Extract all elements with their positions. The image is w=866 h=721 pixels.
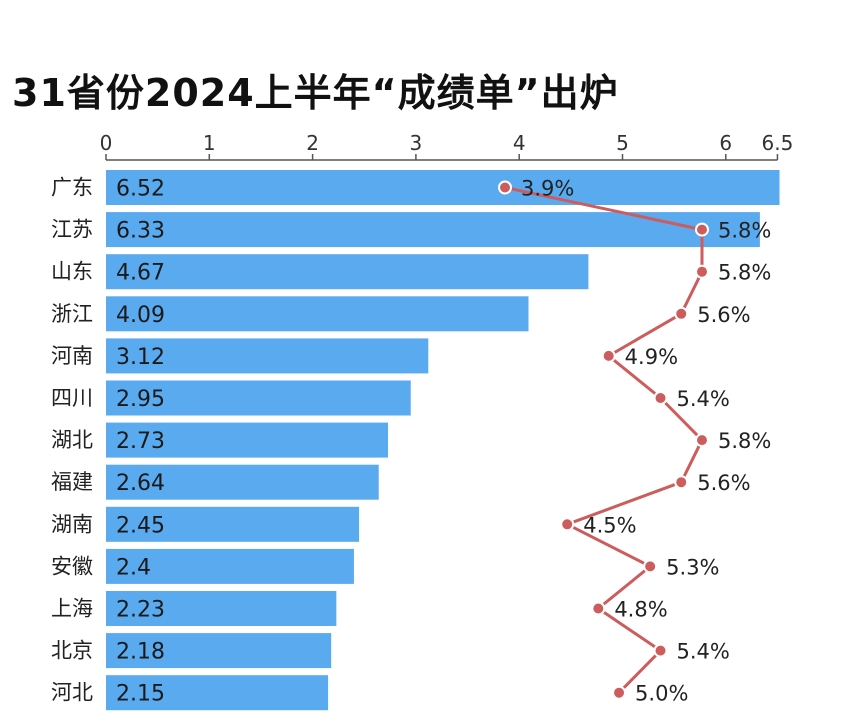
bar: [106, 212, 760, 248]
category-label: 四川: [51, 386, 93, 410]
category-label: 安徽: [51, 554, 93, 578]
growth-point: [653, 391, 668, 405]
bar-value-label: 2.15: [116, 682, 165, 707]
growth-line-group: 3.9% 5.8% 5.8% 5.6% 4.9% 5.4% 5.8% 5.6% 4.5% 5.3%…: [498, 177, 771, 706]
category-label: 浙江: [51, 302, 93, 326]
growth-label: 3.9%: [521, 177, 574, 201]
x-tick-label: 4: [513, 131, 526, 155]
x-tick-label: 6.5: [762, 131, 794, 155]
bar-value-label: 2.23: [116, 598, 165, 623]
growth-label: 5.4%: [677, 640, 730, 664]
bar-value-label: 2.18: [116, 640, 165, 665]
x-tick-label: 3: [410, 131, 423, 155]
growth-point: [695, 222, 709, 237]
growth-label: 5.8%: [718, 429, 771, 453]
bar-value-label: 6.33: [116, 219, 165, 244]
growth-label: 5.8%: [718, 219, 771, 243]
bar-value-label: 2.73: [116, 429, 165, 454]
bar: [106, 675, 329, 711]
category-label: 北京: [51, 639, 93, 663]
chart-title: 31省份2024上半年“成绩单”出炉: [12, 71, 619, 115]
x-tick-label: 5: [616, 131, 629, 155]
x-tick-label: 2: [306, 131, 319, 155]
growth-point: [560, 517, 575, 532]
growth-point: [601, 348, 616, 363]
growth-label: 5.6%: [697, 471, 750, 495]
growth-label: 5.3%: [666, 555, 719, 579]
growth-point: [653, 643, 668, 658]
category-label: 湖南: [51, 512, 93, 536]
bar: [106, 591, 337, 626]
growth-point: [674, 306, 689, 321]
category-label: 湖北: [51, 428, 93, 452]
bar: [106, 422, 389, 458]
growth-label: 5.0%: [635, 682, 688, 706]
category-label: 上海: [51, 597, 93, 621]
growth-point: [643, 559, 658, 574]
growth-point: [695, 264, 709, 279]
x-axis: 0 1 2 3 4 5 6 6.5: [100, 131, 794, 161]
growth-label: 4.9%: [625, 345, 678, 369]
bar: [106, 633, 332, 669]
category-label: 广东: [51, 176, 93, 200]
bar: [106, 464, 379, 500]
bar-value-label: 2.45: [116, 513, 165, 538]
x-tick-label: 0: [100, 131, 113, 155]
growth-point: [612, 685, 627, 700]
bar: [106, 170, 780, 205]
growth-point: [591, 601, 606, 616]
bar-value-label: 4.09: [116, 303, 165, 328]
x-tick-label: 1: [203, 131, 216, 155]
bar-value-label: 6.52: [116, 177, 165, 202]
bar: [106, 380, 411, 416]
category-label: 河南: [51, 344, 93, 368]
bars-group: 广东 6.52 江苏 6.33 山东 4.67 浙江 4.09 河南 3.12 四川 2.95 湖北 2.…: [51, 170, 780, 711]
growth-label: 5.6%: [697, 303, 750, 327]
bar: [106, 548, 354, 584]
bar-value-label: 2.95: [116, 387, 165, 412]
growth-point: [674, 475, 689, 490]
category-label: 河北: [51, 681, 93, 705]
category-label: 江苏: [51, 218, 93, 242]
bar-value-label: 2.4: [116, 555, 151, 580]
bar: [106, 338, 429, 374]
growth-label: 4.5%: [583, 513, 636, 537]
growth-label: 5.8%: [718, 261, 771, 285]
growth-point: [695, 433, 709, 448]
x-tick-label: 6: [719, 131, 732, 155]
bar-value-label: 2.64: [116, 471, 165, 496]
growth-label: 5.4%: [677, 387, 730, 411]
growth-label: 4.8%: [614, 598, 667, 622]
bar-value-label: 4.67: [116, 261, 165, 286]
bar: [106, 506, 360, 542]
bar-value-label: 3.12: [116, 345, 165, 370]
bar: [106, 296, 529, 332]
growth-point: [498, 180, 512, 195]
category-label: 福建: [51, 470, 93, 494]
bar: [106, 254, 589, 290]
category-label: 山东: [51, 260, 93, 284]
